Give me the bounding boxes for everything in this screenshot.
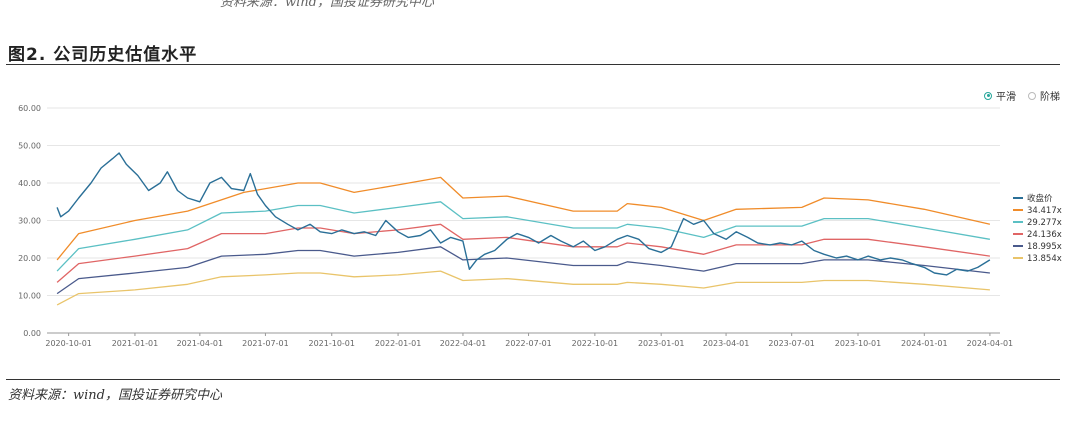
x-tick-label: 2024-04-01	[967, 339, 1014, 348]
x-tick-label: 2022-01-01	[375, 339, 422, 348]
step-mode-option[interactable]: 阶梯	[1028, 88, 1060, 103]
x-tick-label: 2021-07-01	[242, 339, 289, 348]
chart-grid	[47, 107, 1000, 334]
chart-legend: 收盘价 34.417x 29.277x 24.136x 18.995x 13.854x	[1013, 193, 1062, 264]
footer-rule	[6, 379, 1060, 380]
series-line	[56, 270, 990, 306]
y-tick-label: 30.00	[18, 217, 41, 226]
legend-label: 13.854x	[1027, 254, 1062, 264]
previous-figure-source: 资料来源：wind，国投证券研究中心	[220, 0, 434, 10]
x-tick-label: 2021-10-01	[308, 339, 355, 348]
y-tick-label: 20.00	[18, 254, 41, 263]
legend-label: 收盘价	[1027, 193, 1053, 204]
x-tick-label: 2021-01-01	[112, 339, 159, 348]
x-tick-label: 2023-10-01	[835, 339, 882, 348]
legend-label: 34.417x	[1027, 206, 1062, 216]
series-line	[56, 176, 991, 261]
x-tick-label: 2024-01-01	[901, 339, 948, 348]
legend-label: 18.995x	[1027, 242, 1062, 252]
x-tick-label: 2023-07-01	[768, 339, 815, 348]
y-tick-label: 10.00	[18, 292, 41, 301]
x-tick-label: 2023-01-01	[638, 339, 685, 348]
x-tick-label: 2023-04-01	[703, 339, 750, 348]
source-note: 资料来源：wind，国投证券研究中心	[8, 388, 222, 403]
x-tick-label: 2021-04-01	[177, 339, 224, 348]
radio-unselected-icon	[1028, 91, 1036, 100]
y-tick-label: 40.00	[18, 179, 41, 188]
smooth-mode-label: 平滑	[996, 92, 1016, 103]
step-mode-label: 阶梯	[1040, 92, 1060, 103]
series-line	[56, 152, 991, 276]
series-line	[56, 223, 990, 283]
y-tick-label: 0.00	[23, 329, 41, 338]
y-tick-label: 50.00	[18, 142, 41, 151]
y-tick-label: 60.00	[18, 104, 41, 113]
figure-title: 图2. 公司历史估值水平	[8, 45, 198, 65]
series-line	[56, 201, 991, 272]
title-rule	[6, 64, 1060, 65]
chart-axes: 0.00 10.00 20.00 30.00 40.00 50.00 60.00 2020-1…	[18, 104, 1013, 348]
x-tick-label: 2020-10-01	[45, 339, 92, 348]
x-tick-label: 2022-04-01	[440, 339, 487, 348]
series-line	[56, 246, 990, 295]
smooth-mode-option[interactable]: 平滑	[984, 88, 1016, 103]
legend-label: 29.277x	[1027, 218, 1062, 228]
chart-series	[56, 152, 991, 306]
radio-selected-icon	[984, 91, 992, 100]
x-tick-label: 2022-10-01	[572, 339, 619, 348]
x-tick-label: 2022-07-01	[505, 339, 552, 348]
legend-label: 24.136x	[1027, 230, 1062, 240]
